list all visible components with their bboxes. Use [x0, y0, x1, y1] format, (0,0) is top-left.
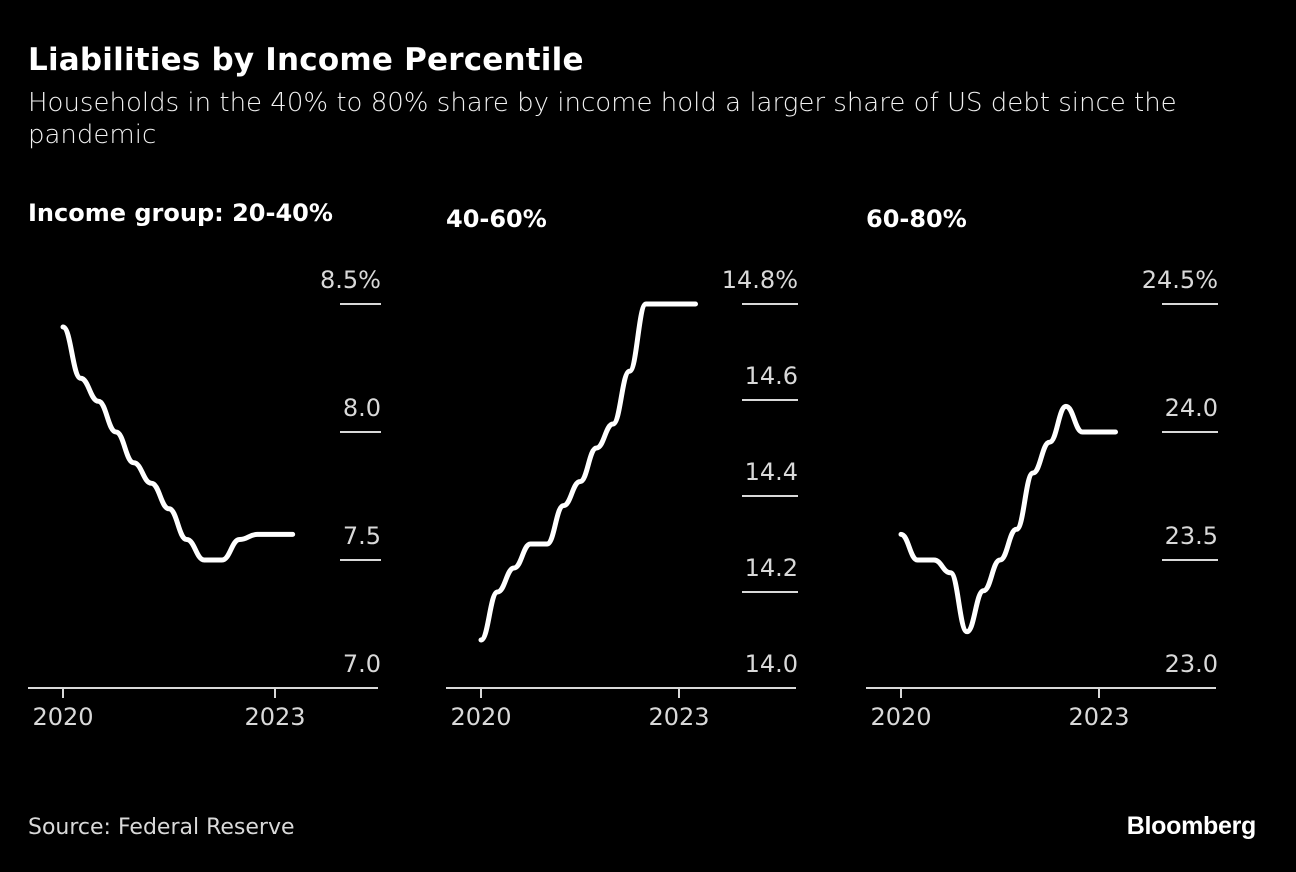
- series-line: [478, 301, 698, 643]
- y-tick-label: 23.0: [1165, 650, 1218, 678]
- x-tick-label: 2023: [1068, 703, 1129, 731]
- panel-title-20-40: Income group: 20-40%: [28, 199, 333, 227]
- x-tick-label: 2020: [450, 703, 511, 731]
- y-tick-label: 24.0: [1165, 394, 1218, 422]
- x-tick-label: 2020: [870, 703, 931, 731]
- y-tick-label: 7.0: [343, 650, 381, 678]
- panel-title-60-80: 60-80%: [866, 205, 967, 233]
- y-tick-label: 14.8%: [722, 266, 798, 294]
- x-tick-label: 2023: [244, 703, 305, 731]
- y-tick-label: 14.4: [745, 458, 798, 486]
- series-line: [898, 403, 1118, 635]
- y-tick-label: 7.5: [343, 522, 381, 550]
- y-tick-label: 14.0: [745, 650, 798, 678]
- x-tick-label: 2020: [32, 703, 93, 731]
- y-tick-label: 14.6: [745, 362, 798, 390]
- panel-title-40-60: 40-60%: [446, 205, 547, 233]
- x-tick-label: 2023: [648, 703, 709, 731]
- y-tick-label: 8.5%: [320, 266, 381, 294]
- y-tick-label: 24.5%: [1142, 266, 1218, 294]
- bloomberg-logo: Bloomberg: [1126, 812, 1257, 840]
- chart-title: Liabilities by Income Percentile: [28, 42, 584, 78]
- series-line: [60, 324, 296, 563]
- y-tick-label: 8.0: [343, 394, 381, 422]
- chart-subtitle: Households in the 40% to 80% share by in…: [28, 88, 1177, 150]
- source-note: Source: Federal Reserve: [28, 815, 295, 840]
- y-tick-label: 14.2: [745, 554, 798, 582]
- y-tick-label: 23.5: [1165, 522, 1218, 550]
